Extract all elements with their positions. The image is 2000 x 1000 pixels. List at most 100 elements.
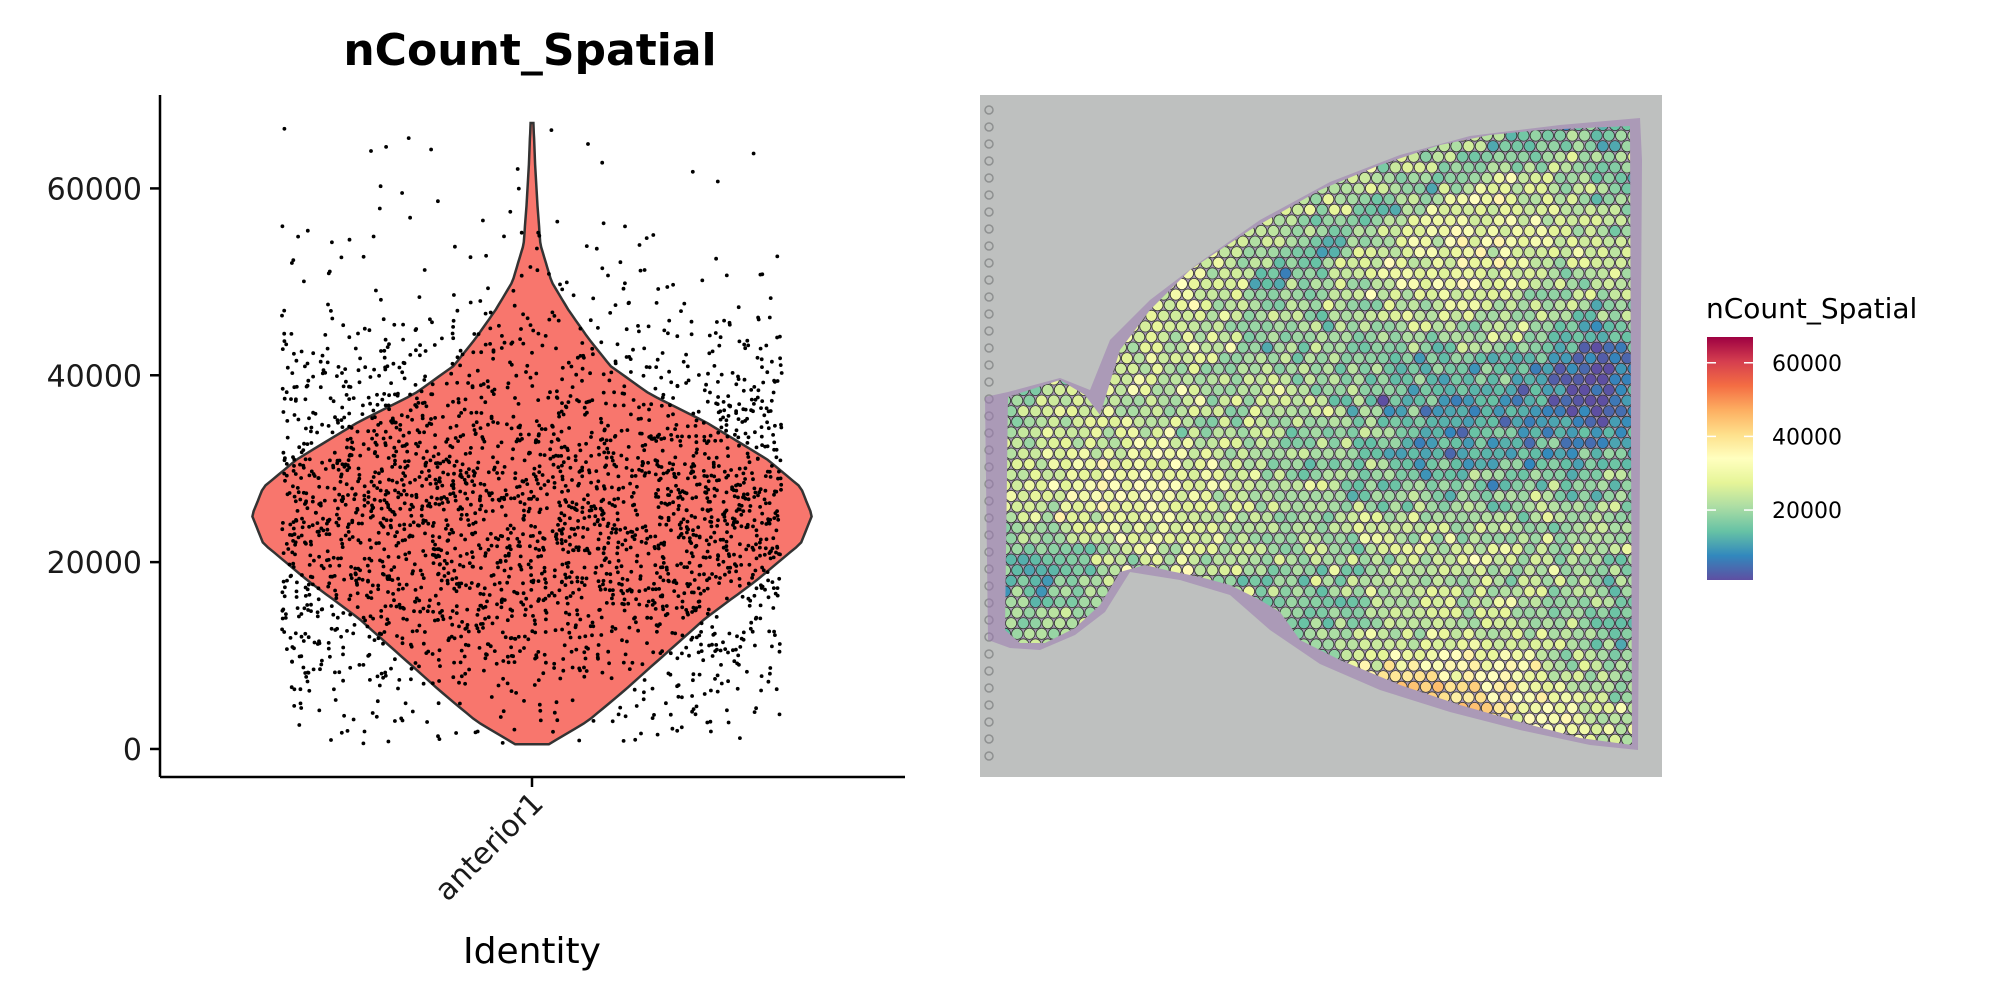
data-point (383, 604, 388, 609)
spatial-spot (1450, 203, 1463, 216)
spatial-spot (1358, 489, 1371, 502)
spatial-spot (1285, 532, 1298, 545)
data-point (327, 532, 332, 537)
spatial-spot (1517, 489, 1530, 502)
spatial-spot (1535, 161, 1548, 174)
fiducial-dot (984, 275, 994, 285)
spatial-spot (1121, 373, 1134, 386)
data-point (580, 366, 585, 371)
spatial-spot (1114, 426, 1127, 439)
spatial-spot (1596, 521, 1609, 534)
spatial-spot (1218, 394, 1231, 407)
data-point (339, 556, 343, 561)
spatial-spot (1310, 511, 1323, 524)
spatial-spot (1200, 341, 1213, 354)
spatial-spot (1438, 458, 1451, 471)
data-point (368, 401, 372, 406)
data-point (431, 524, 435, 528)
data-point (479, 383, 483, 388)
data-point (450, 622, 455, 627)
data-point (709, 473, 714, 478)
data-point (483, 342, 488, 347)
data-point (683, 462, 687, 466)
spatial-spot (1249, 320, 1262, 333)
data-point (508, 547, 513, 552)
data-point (771, 586, 776, 590)
violin-plot-area (251, 121, 813, 746)
data-point (371, 234, 376, 239)
spatial-spot (1334, 341, 1347, 354)
data-point (570, 665, 575, 670)
spatial-spot (1060, 543, 1073, 556)
spatial-spot (1114, 405, 1127, 418)
data-point (418, 353, 422, 358)
data-point (691, 454, 696, 458)
data-point (667, 579, 671, 584)
data-point (316, 476, 321, 480)
data-point (637, 329, 641, 334)
spatial-spot (1218, 415, 1231, 428)
spatial-spot (1590, 553, 1603, 566)
spatial-spot (1114, 383, 1127, 396)
data-point (624, 466, 629, 470)
data-point (366, 395, 371, 400)
spatial-spot (1157, 479, 1170, 492)
data-point (445, 581, 450, 586)
data-point (309, 609, 313, 613)
data-point (358, 453, 363, 458)
data-point (339, 730, 344, 735)
spatial-spot (1602, 489, 1615, 502)
data-point (512, 660, 517, 664)
data-point (542, 453, 547, 457)
data-point (746, 343, 751, 348)
data-point (282, 126, 287, 131)
spatial-spot (1230, 394, 1243, 407)
data-point (372, 483, 376, 488)
spatial-spot (1419, 193, 1432, 206)
data-point (763, 474, 768, 478)
spatial-spot (1334, 426, 1347, 439)
spatial-spot (1340, 267, 1353, 280)
spatial-spot (1371, 447, 1384, 460)
spatial-spot (1602, 320, 1615, 333)
spatial-spot (1285, 214, 1298, 227)
spatial-spot (1474, 543, 1487, 556)
data-point (632, 616, 636, 621)
data-point (546, 479, 551, 484)
data-point (734, 428, 739, 433)
data-point (691, 672, 696, 677)
spatial-spot (1249, 383, 1262, 396)
spatial-spot (1078, 405, 1091, 418)
spatial-spot (1310, 362, 1323, 375)
data-point (590, 633, 594, 638)
data-point (561, 412, 566, 417)
spatial-spot (1413, 224, 1426, 237)
data-point (599, 615, 604, 620)
spatial-spot (1505, 447, 1518, 460)
spatial-spot (1346, 553, 1359, 566)
spatial-spot (1517, 553, 1530, 566)
data-point (319, 563, 324, 568)
spatial-spot (1548, 203, 1561, 216)
spatial-spot (1053, 468, 1066, 481)
spatial-spot (1267, 352, 1280, 365)
data-point (419, 513, 424, 518)
spatial-spot (1444, 171, 1457, 184)
spatial-spot (1358, 362, 1371, 375)
data-point (611, 592, 615, 597)
data-point (526, 562, 531, 567)
spatial-spot (1456, 171, 1469, 184)
spatial-spot (1621, 479, 1632, 492)
spatial-spot (1554, 214, 1567, 227)
data-point (342, 415, 347, 420)
data-point (317, 533, 321, 538)
spatial-spot (1419, 426, 1432, 439)
spatial-spot (1108, 521, 1121, 534)
data-point (607, 560, 612, 565)
spatial-spot (1450, 436, 1463, 449)
data-point (712, 530, 717, 535)
spatial-spot (1175, 405, 1188, 418)
data-point (542, 548, 546, 552)
spatial-spot (1407, 426, 1420, 439)
data-point (771, 555, 776, 560)
